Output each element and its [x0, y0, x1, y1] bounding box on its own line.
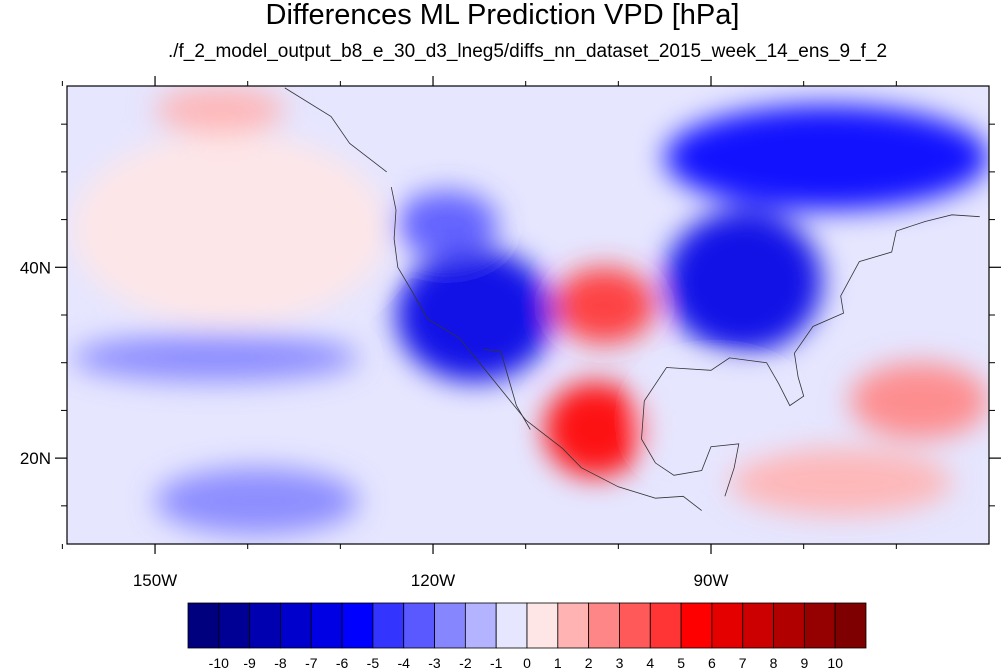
colorbar-box	[803, 602, 836, 649]
chart-title: Differences ML Prediction VPD [hPa]	[265, 0, 740, 31]
colorbar-label: -7	[305, 655, 318, 671]
colorbar-box	[310, 602, 343, 649]
colorbar-box	[773, 602, 805, 649]
x-tick-label: 150W	[133, 571, 177, 590]
colorbar-label: -9	[243, 655, 256, 671]
coastline-segment	[284, 87, 387, 173]
colorbar-label: 2	[585, 655, 593, 671]
colorbar-label: 5	[677, 655, 685, 671]
colorbar-box	[187, 602, 220, 649]
colorbar-box	[526, 602, 559, 649]
chart-subtitle: ./f_2_model_output_b8_e_30_d3_lneg5/diff…	[167, 41, 888, 62]
field-region-atlantic-subtropics	[850, 362, 989, 440]
colorbar-box	[434, 602, 466, 649]
field-region-great-plains	[553, 267, 656, 344]
colorbar-label: 9	[801, 655, 809, 671]
colorbar-box	[249, 602, 281, 649]
field-region-pacific-south	[155, 467, 359, 535]
difference-field	[71, 86, 989, 535]
colorbar-box	[495, 602, 528, 649]
field-region-great-lakes-east-us	[664, 210, 823, 354]
coastline-segment	[483, 349, 531, 430]
field-region-northwest-us	[395, 191, 498, 258]
colorbar-box	[742, 602, 774, 649]
colorbar-box	[680, 602, 713, 649]
colorbar-label: -3	[428, 655, 441, 671]
colorbar-box	[711, 602, 744, 649]
colorbar-box	[403, 602, 435, 649]
colorbar-box	[588, 602, 620, 649]
field-region-southwest-us	[395, 248, 554, 382]
colorbar: -10 -9 -8 -7 -6 -5 -4 -3 -2 -1 0 1 2 3 4 5 6 7 8 9 10	[187, 602, 867, 671]
field-region-canada-east	[664, 105, 989, 211]
coastline-segment	[641, 400, 740, 497]
colorbar-label: 0	[523, 655, 531, 671]
colorbar-label: -4	[397, 655, 410, 671]
field-region-pacific-open	[71, 133, 387, 325]
field-region-alaska-gulf	[155, 86, 285, 134]
x-tick-label: 90W	[694, 571, 729, 590]
colorbar-label: 10	[827, 655, 843, 671]
field-region-pacific-subtropics	[71, 334, 359, 382]
colorbar-box	[372, 602, 405, 649]
x-tick-label: 120W	[411, 571, 455, 590]
field-region-mexico-west	[544, 381, 647, 478]
coastline-segment	[390, 187, 702, 511]
map-axes: 150W 120W 90W 40N 20N	[20, 76, 1001, 590]
colorbar-box	[341, 602, 374, 649]
colorbar-label: 6	[708, 655, 716, 671]
colorbar-label: 7	[739, 655, 747, 671]
colorbar-box	[557, 602, 590, 649]
colorbar-label: 1	[554, 655, 562, 671]
colorbar-box	[649, 602, 682, 649]
colorbar-box	[280, 602, 312, 649]
colorbar-label: 3	[616, 655, 624, 671]
y-tick-label: 20N	[20, 449, 51, 468]
colorbar-label: 4	[646, 655, 654, 671]
colorbar-label: 8	[770, 655, 778, 671]
colorbar-label: -1	[490, 655, 503, 671]
colorbar-label: -10	[209, 655, 229, 671]
colorbar-label: -2	[459, 655, 472, 671]
colorbar-box	[619, 602, 651, 649]
colorbar-box	[464, 602, 497, 649]
field-region-gulf-of-mexico	[646, 372, 786, 468]
coastlines	[284, 87, 980, 511]
colorbar-label: -5	[367, 655, 380, 671]
colorbar-label: -6	[336, 655, 349, 671]
colorbar-label: -8	[274, 655, 287, 671]
colorbar-box	[218, 602, 251, 649]
coastline-segment	[643, 214, 980, 407]
field-region-caribbean	[729, 448, 952, 516]
colorbar-box	[834, 602, 867, 649]
y-tick-label: 40N	[20, 258, 51, 277]
